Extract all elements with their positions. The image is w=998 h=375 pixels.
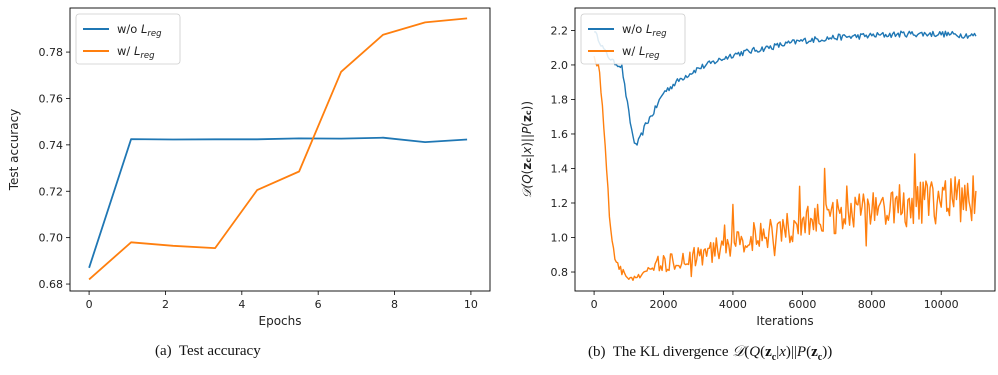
y-tick-label: 0.8 (551, 266, 569, 279)
x-tick-label: 0 (86, 298, 93, 311)
x-tick-label: 10000 (924, 298, 959, 311)
x-tick-label: 4 (238, 298, 245, 311)
y-tick-label: 1.0 (551, 232, 569, 245)
y-tick-label: 0.74 (39, 139, 64, 152)
x-tick-label: 2 (162, 298, 169, 311)
x-tick-label: 6000 (788, 298, 816, 311)
chart-test-accuracy: 0 2 4 6 8 10 0.68 0.70 0.72 0.74 0.76 0.78 Epochs Tes… (7, 7, 491, 328)
y-tick-label: 1.6 (551, 128, 569, 141)
x-tick-label: 6 (315, 298, 322, 311)
x-tick-label: 8 (391, 298, 398, 311)
y-tick-label: 1.2 (551, 197, 569, 210)
x-tick-label: 10 (464, 298, 478, 311)
y-tick-label: 0.70 (39, 232, 64, 245)
y-tick-label: 2.2 (551, 24, 569, 37)
series-line-without-lreg (593, 30, 977, 146)
caption-a: (a) Test accuracy (155, 343, 261, 359)
y-tick-label: 0.68 (39, 278, 64, 291)
y-tick-label: 1.4 (551, 162, 569, 175)
plot-frame (574, 7, 996, 292)
series-line-with-lreg (88, 17, 468, 281)
figure: 0 2 4 6 8 10 0.68 0.70 0.72 0.74 0.76 0.78 Epochs Tes… (7, 7, 996, 328)
x-tick-label: 8000 (858, 298, 886, 311)
x-tick-label: 0 (591, 298, 598, 311)
y-tick-label: 0.72 (39, 185, 64, 198)
y-tick-label: 1.8 (551, 93, 569, 106)
x-tick-label: 4000 (719, 298, 747, 311)
y-axis-label: 𝒟(Q(zc|x)||P(zc)) (520, 101, 534, 198)
x-tick-label: 2000 (650, 298, 678, 311)
x-axis-label: Iterations (756, 314, 813, 328)
series-line-without-lreg (88, 136, 468, 269)
y-tick-label: 2.0 (551, 59, 569, 72)
series-line-with-lreg (593, 55, 977, 281)
caption-b: (b) The KL divergence 𝒟(Q(zc|x)||P(zc)) (588, 344, 833, 363)
y-tick-label: 0.76 (39, 92, 64, 105)
y-axis-label: Test accuracy (7, 109, 21, 192)
x-axis-label: Epochs (259, 314, 302, 328)
plot-frame (69, 7, 491, 292)
chart-kl-divergence: 0 2000 4000 6000 8000 10000 0.8 1.0 1.2 1.4 1.6 1.8… (520, 7, 996, 328)
y-tick-label: 0.78 (39, 46, 64, 59)
